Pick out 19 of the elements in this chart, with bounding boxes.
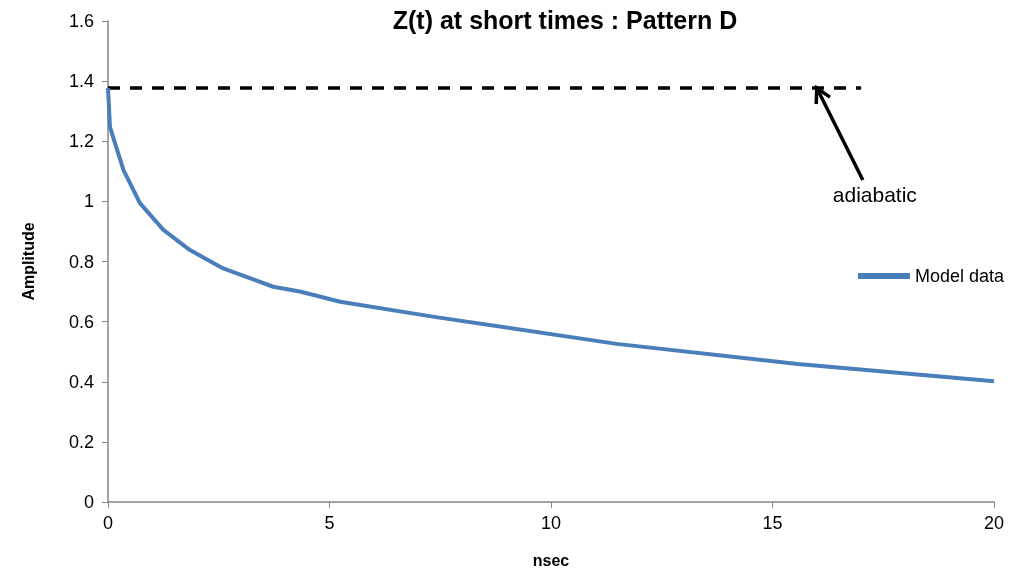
legend-label: Model data [914,266,1005,286]
y-tick-label: 0.6 [68,311,94,332]
x-tick-label: 10 [540,513,562,533]
y-tick-label: 0.8 [68,251,94,272]
y-tick-label: 0.4 [68,371,94,392]
y-axis-title: Amplitude [19,222,37,301]
x-axis-title: nsec [532,551,570,569]
y-tick-label: 1 [83,191,94,212]
y-tick-label: 1.2 [68,131,94,152]
x-tick-label: 15 [762,513,783,533]
y-tick-label: 0 [83,492,94,512]
y-tick-label: 1.6 [68,11,94,31]
chart-title: Z(t) at short times : Pattern D [392,5,738,34]
y-tick-label: 1.4 [68,71,94,92]
x-tick-label: 5 [324,513,335,533]
y-tick-label: 0.2 [68,431,94,452]
x-tick-label: 0 [102,513,114,533]
annotation: adiabatic [832,183,917,207]
x-tick-label: 20 [983,513,1005,533]
